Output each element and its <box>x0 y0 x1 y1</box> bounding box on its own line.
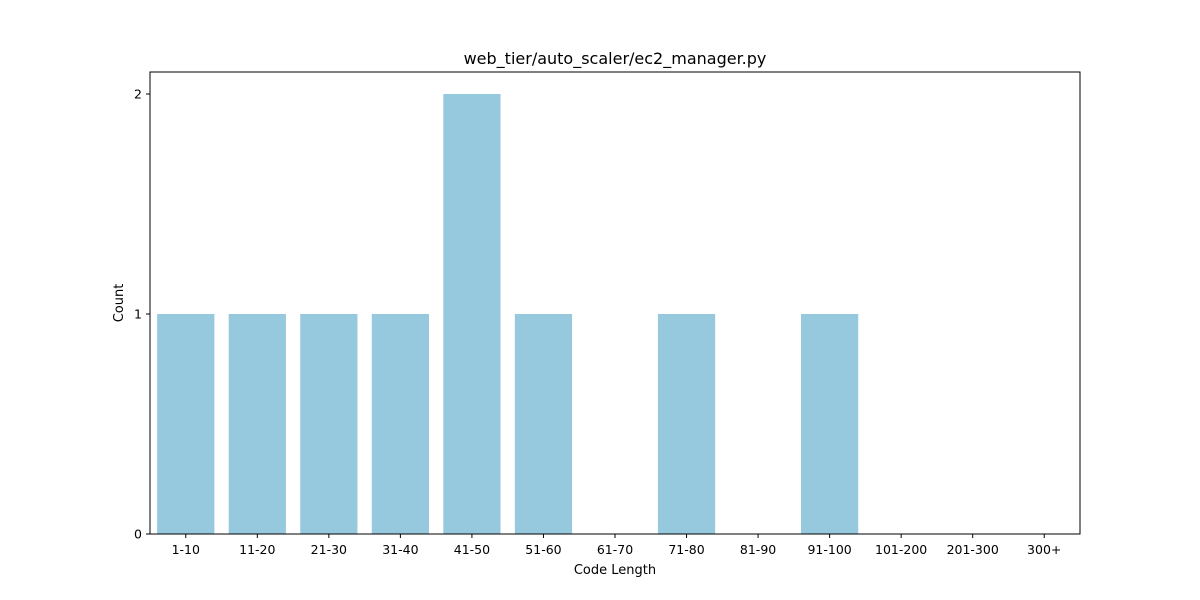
bar-91-100 <box>801 314 859 534</box>
plot-frame <box>149 71 1081 535</box>
x-tick-label: 41-50 <box>454 542 490 557</box>
x-axis-label: Code Length <box>574 563 656 578</box>
x-axis-ticks: 1-10 11-20 21-30 31-40 41-50 51-60 61-70 71-80 8… <box>172 534 1061 557</box>
x-tick-label: 31-40 <box>382 542 418 557</box>
x-tick-label: 11-20 <box>239 542 275 557</box>
bar-71-80 <box>657 314 716 534</box>
y-axis-ticks: 0 1 2 <box>134 87 150 542</box>
x-tick-label: 51-60 <box>525 542 561 557</box>
bar-21-30 <box>300 314 358 534</box>
bars-group <box>157 94 859 534</box>
bar-41-50 <box>443 94 501 534</box>
bar-31-40 <box>371 314 429 534</box>
x-tick-label: 61-70 <box>597 542 633 557</box>
bar-11-20 <box>228 314 286 534</box>
x-tick-label: 21-30 <box>311 542 347 557</box>
bar-51-60 <box>514 314 573 534</box>
y-tick-label: 2 <box>134 87 142 102</box>
x-tick-label: 91-100 <box>807 542 851 557</box>
x-tick-label: 300+ <box>1027 542 1061 557</box>
x-tick-label: 71-80 <box>668 542 704 557</box>
bar-1-10 <box>157 314 215 534</box>
y-axis-label: Count <box>112 284 127 323</box>
x-tick-label: 201-300 <box>947 542 999 557</box>
y-tick-label: 1 <box>134 307 142 322</box>
x-tick-label: 1-10 <box>172 542 200 557</box>
y-tick-label: 0 <box>134 527 142 542</box>
chart-title: web_tier/auto_scaler/ec2_manager.py <box>464 49 767 69</box>
x-tick-label: 101-200 <box>875 542 927 557</box>
x-tick-label: 81-90 <box>740 542 776 557</box>
